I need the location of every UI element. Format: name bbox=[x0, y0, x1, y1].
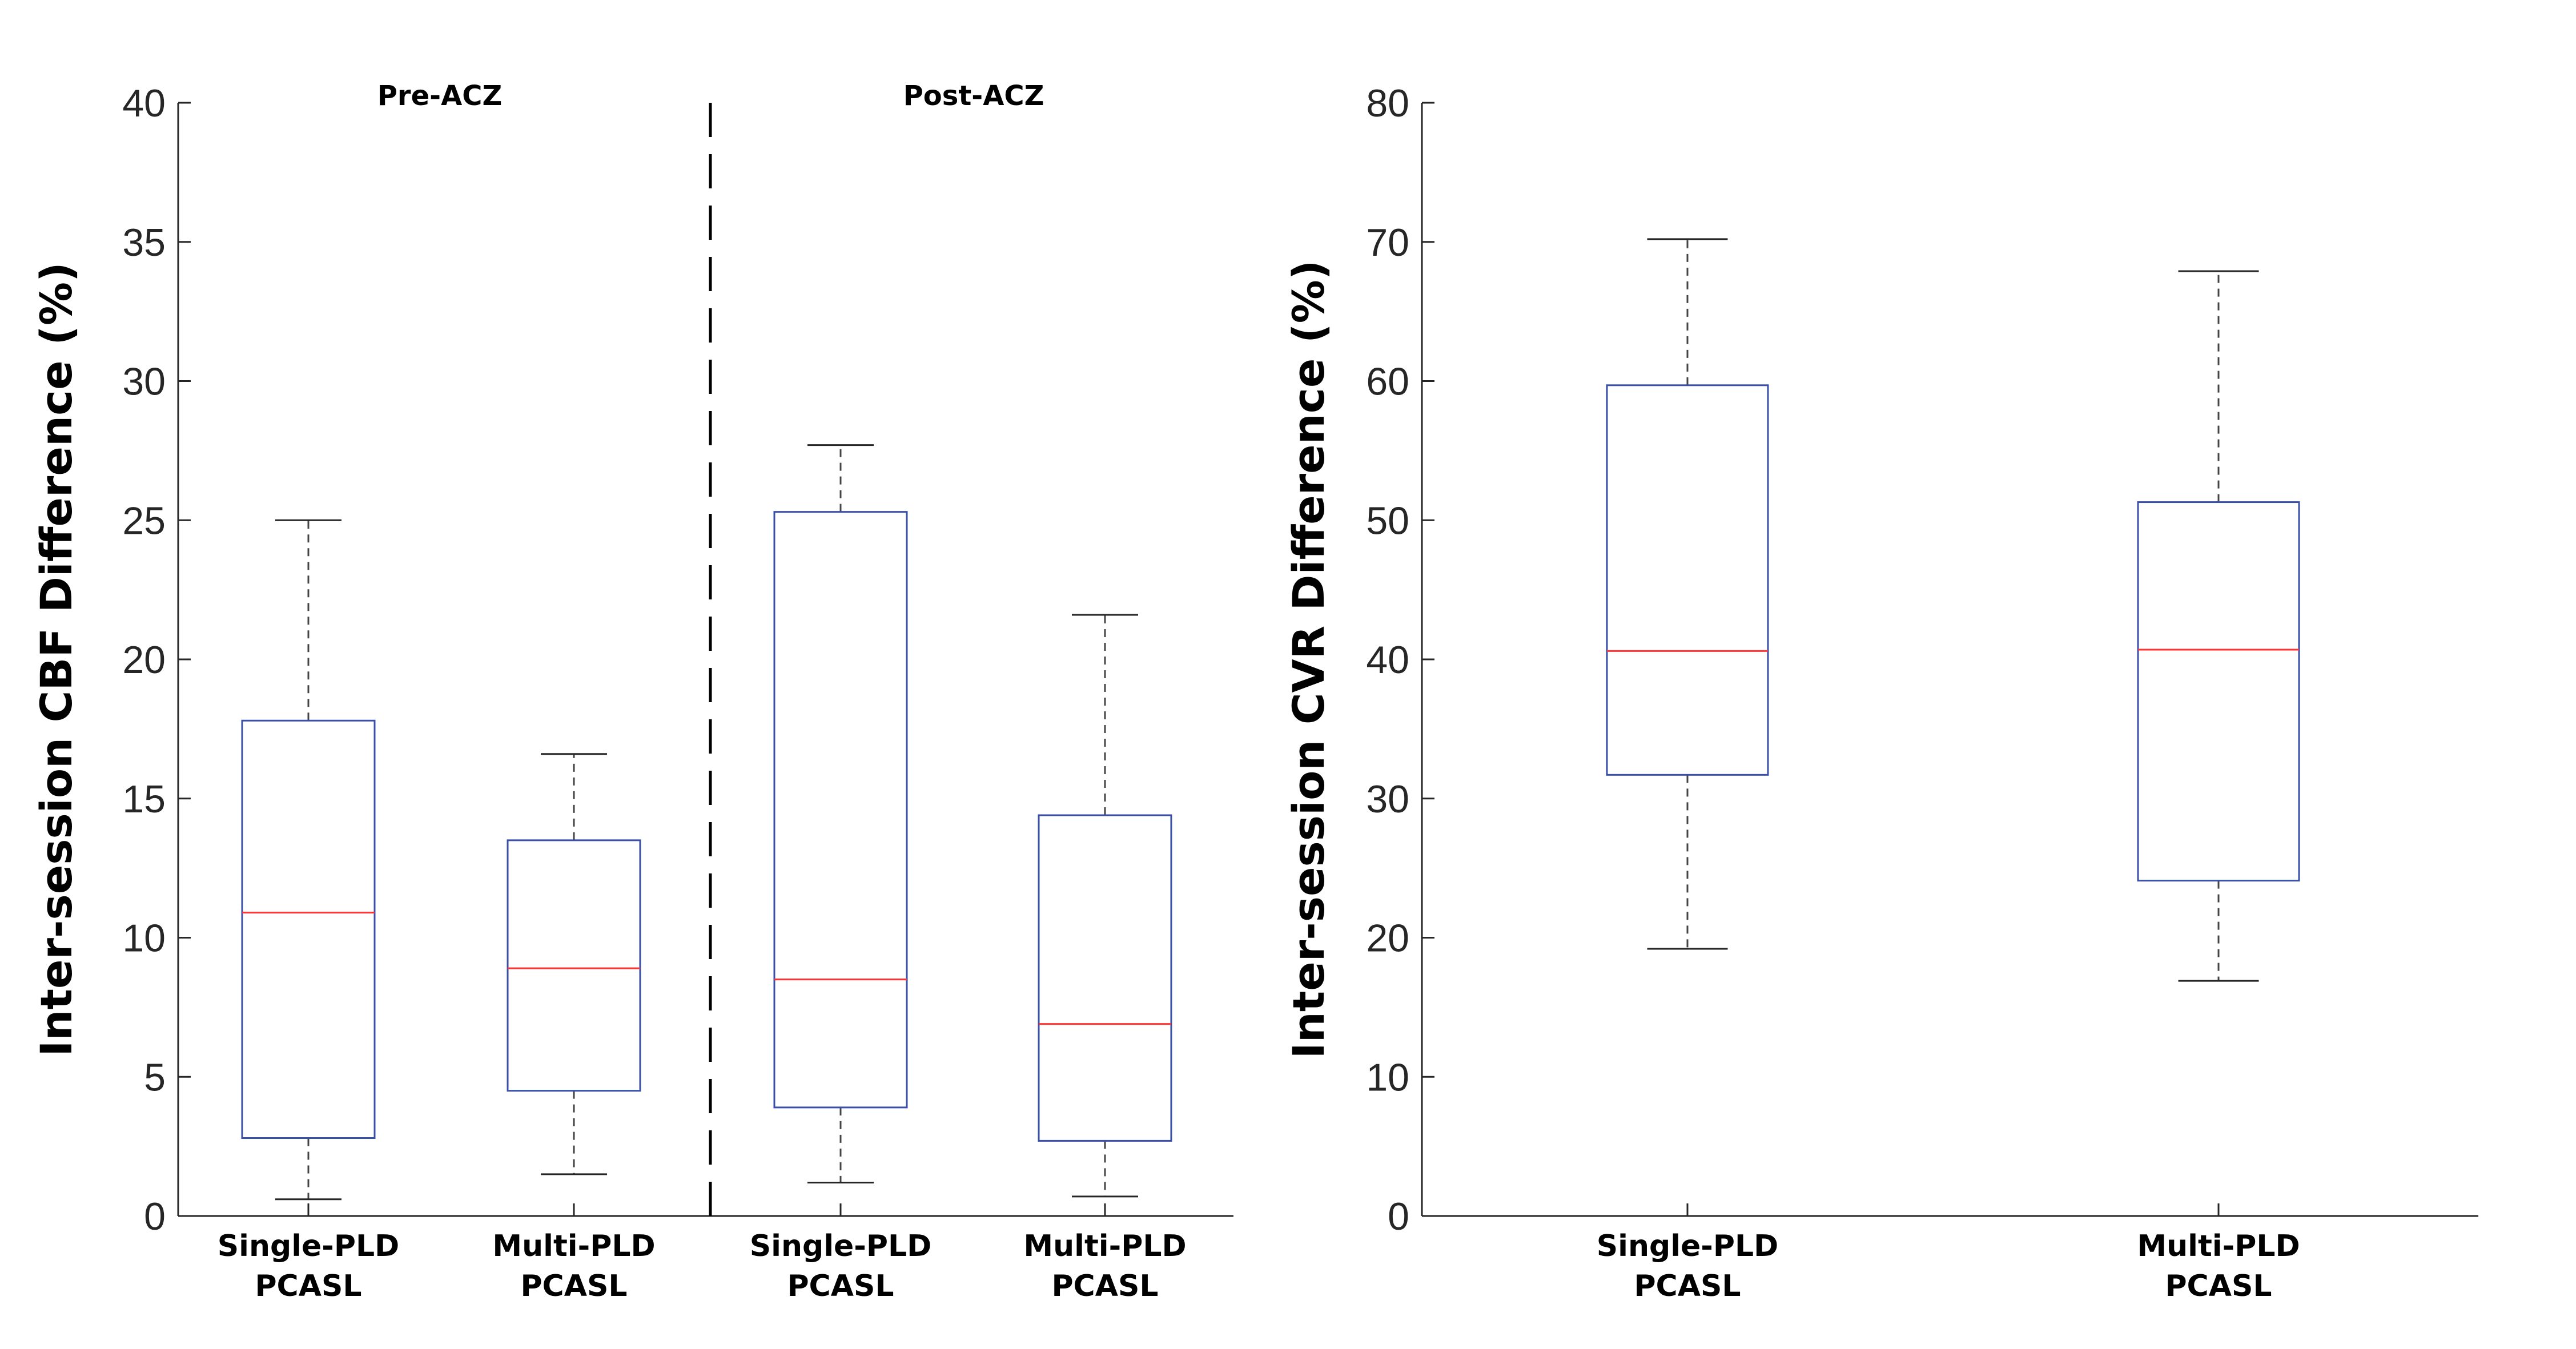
iqr-box bbox=[507, 839, 641, 1092]
iqr-box bbox=[773, 511, 908, 1109]
y-tick-label: 40 bbox=[122, 82, 166, 125]
x-tick-label: PCASL bbox=[1634, 1269, 1741, 1303]
y-tick-label: 0 bbox=[144, 1195, 166, 1238]
y-tick-label: 30 bbox=[122, 360, 166, 404]
y-tick-label: 80 bbox=[1366, 82, 1409, 125]
y-tick-label: 70 bbox=[1366, 221, 1409, 264]
y-tick-label: 0 bbox=[1388, 1195, 1409, 1238]
iqr-box bbox=[1606, 384, 1769, 776]
x-tick-label: PCASL bbox=[520, 1269, 627, 1303]
y-tick-label: 25 bbox=[122, 499, 166, 542]
box-plot-1 bbox=[241, 519, 376, 1201]
box-plot-2 bbox=[507, 753, 641, 1175]
cbf-boxplot-chart: 0 5 10 15 20 25 30 35 40 Inter-session CBF Differ… bbox=[31, 80, 1233, 1303]
x-tick-label: PCASL bbox=[255, 1269, 361, 1303]
box-plot-2 bbox=[2137, 270, 2300, 982]
box-plot-1 bbox=[1606, 238, 1769, 950]
x-tick-label: Multi-PLD bbox=[2137, 1229, 2300, 1263]
y-tick-label: 20 bbox=[122, 638, 166, 682]
y-tick-label: 40 bbox=[1366, 638, 1409, 682]
box-plot-4 bbox=[1038, 614, 1172, 1198]
y-tick-label: 30 bbox=[1366, 778, 1409, 821]
group-label: Post-ACZ bbox=[903, 80, 1044, 112]
y-tick-label: 20 bbox=[1366, 917, 1409, 960]
iqr-box bbox=[241, 719, 376, 1139]
cvr-boxplot-chart: 0 10 20 30 40 50 60 70 80 Inter-session CVR Diffe… bbox=[1283, 82, 2478, 1303]
x-tick-label: Single-PLD bbox=[1597, 1229, 1779, 1263]
y-axis-label: Inter-session CBF Difference (%) bbox=[31, 262, 82, 1057]
y-tick-label: 35 bbox=[122, 221, 166, 264]
x-tick-label: PCASL bbox=[1051, 1269, 1158, 1303]
y-tick-label: 50 bbox=[1366, 499, 1409, 542]
x-tick-label: Single-PLD bbox=[750, 1229, 932, 1263]
y-tick-label: 10 bbox=[1366, 1056, 1409, 1099]
y-tick-label: 10 bbox=[122, 917, 166, 960]
x-tick-label: PCASL bbox=[2165, 1269, 2272, 1303]
box-plot-3 bbox=[773, 444, 908, 1183]
y-tick-label: 60 bbox=[1366, 360, 1409, 404]
x-tick-label: PCASL bbox=[787, 1269, 894, 1303]
y-axis-label: Inter-session CVR Difference (%) bbox=[1283, 260, 1334, 1059]
iqr-box bbox=[2137, 501, 2300, 882]
x-tick-label: Multi-PLD bbox=[1023, 1229, 1186, 1263]
iqr-box bbox=[1038, 814, 1172, 1142]
y-tick-label: 15 bbox=[122, 778, 166, 821]
x-tick-label: Multi-PLD bbox=[492, 1229, 655, 1263]
y-tick-label: 5 bbox=[144, 1056, 166, 1099]
x-tick-label: Single-PLD bbox=[218, 1229, 400, 1263]
group-label: Pre-ACZ bbox=[377, 80, 503, 112]
